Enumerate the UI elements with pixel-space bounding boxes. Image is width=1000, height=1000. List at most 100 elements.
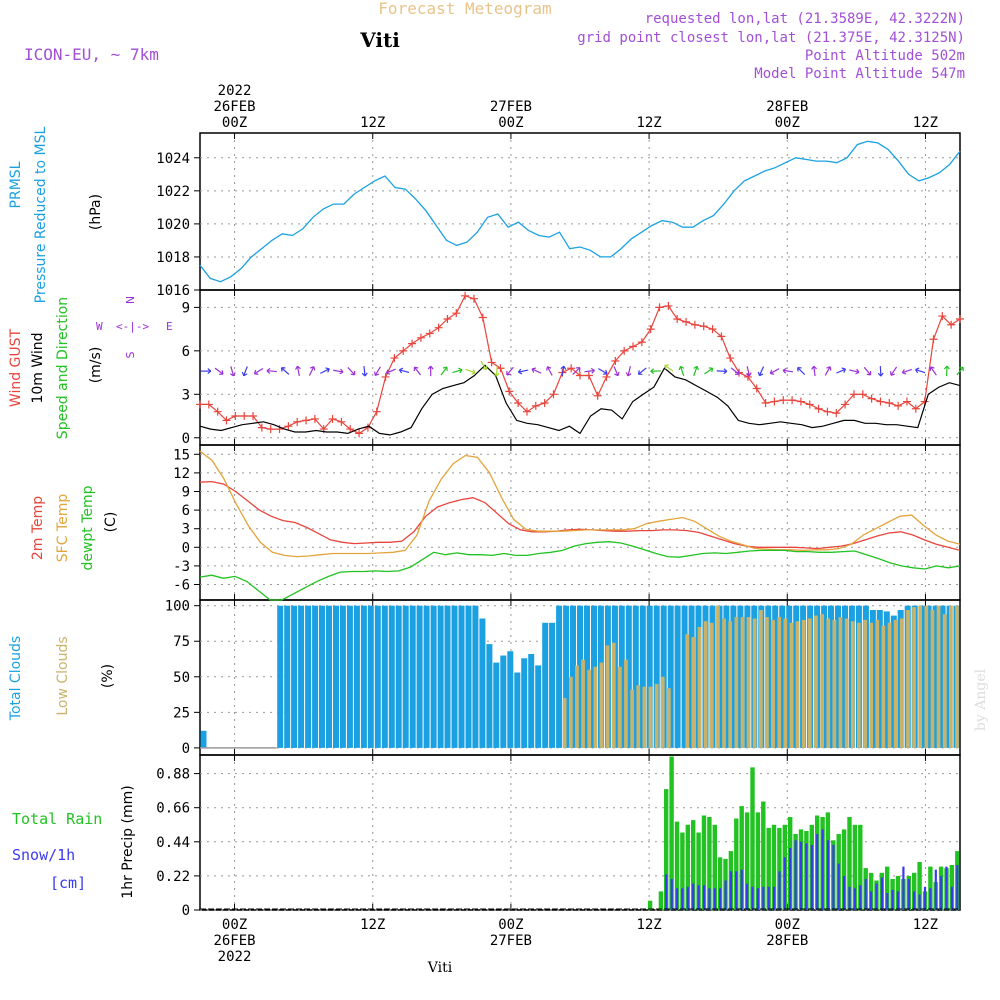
gust-marker <box>832 409 841 418</box>
wind-arrow-shaft <box>281 367 290 375</box>
snow-bar <box>945 866 948 910</box>
low-cloud-bar <box>783 618 788 748</box>
total-cloud-bar <box>821 605 828 748</box>
gust-marker <box>549 390 558 399</box>
snow-bar <box>956 865 959 910</box>
wind-arrow-shaft <box>440 366 448 376</box>
rain-bar <box>734 818 739 910</box>
total-cloud-bar <box>618 605 625 748</box>
requested-coords: requested lon,lat (21.3589E, 42.3222N) <box>645 11 965 27</box>
wind-arrow <box>824 366 832 376</box>
low-cloud-bar <box>611 642 616 748</box>
compass-e: E <box>166 320 173 333</box>
rain-bar <box>744 812 750 910</box>
wind-arrow-head <box>603 369 608 375</box>
gust-marker <box>461 291 470 300</box>
low-cloud-bar <box>703 621 708 748</box>
top-time-label: 12Z <box>360 115 385 131</box>
wind-arrow-shaft <box>716 370 727 372</box>
snow-bar <box>816 834 819 910</box>
rain-bar <box>664 789 669 910</box>
snow-bar <box>713 888 716 910</box>
total-cloud-bar <box>528 654 535 748</box>
y-tick-label: 3 <box>182 387 190 403</box>
wind-arrow-shaft <box>849 369 860 373</box>
y-tick-label: 25 <box>173 705 190 721</box>
low-cloud-bar <box>850 621 855 748</box>
snow-bar <box>692 883 695 910</box>
gust-marker <box>620 346 629 355</box>
total-cloud-bar <box>883 611 890 748</box>
sfc-line <box>199 450 961 558</box>
total-cloud-bar <box>542 622 549 748</box>
gust-marker <box>708 325 717 334</box>
total-cloud-bar <box>312 605 319 748</box>
y-tick-label: 1018 <box>156 250 190 266</box>
label-dewpt-temp: dewpt Temp <box>80 485 96 570</box>
low-cloud-bar <box>716 605 720 748</box>
low-cloud-bar <box>936 605 941 748</box>
wind-arrow-head <box>782 367 787 374</box>
total-cloud-bar <box>786 605 793 748</box>
low-cloud-bar <box>820 614 824 748</box>
total-cloud-bar <box>381 605 388 748</box>
snow-bar <box>940 875 943 910</box>
y-tick-label: -3 <box>173 559 190 575</box>
low-cloud-bar <box>599 662 604 748</box>
wind-arrow-head <box>841 367 847 373</box>
snow-bar <box>762 886 765 911</box>
total-cloud-bar <box>326 605 332 748</box>
gust-marker <box>204 400 213 409</box>
wind-arrow <box>308 366 316 376</box>
snow-bar <box>886 893 889 910</box>
snow-bar <box>821 829 824 910</box>
low-cloud-bar <box>844 618 849 748</box>
low-cloud-bar <box>654 683 659 748</box>
wind-arrow-shaft <box>679 366 685 377</box>
gust-marker <box>752 384 761 393</box>
wind-arrow <box>797 366 806 376</box>
y-tick-label: 1024 <box>156 151 190 167</box>
wind-arrow-shaft <box>693 366 698 377</box>
pressure-line <box>199 140 961 283</box>
wind-arrow <box>943 365 950 377</box>
total-cloud-bar <box>563 605 570 748</box>
wind-arrow <box>230 366 236 377</box>
snow-bar <box>729 871 732 911</box>
rain-bar <box>647 900 653 910</box>
wind-arrow <box>347 367 356 376</box>
gust-marker <box>514 398 523 407</box>
gust-marker <box>788 396 797 405</box>
gust-marker <box>611 356 620 365</box>
wind-arrow-head <box>361 372 368 377</box>
bottom-time-label: 00Z <box>775 917 800 933</box>
bottom-time-label: 28FEB <box>766 933 808 949</box>
y-tick-label: 6 <box>182 344 190 360</box>
total-cloud-bar <box>772 605 779 748</box>
temp2m-line <box>199 480 961 552</box>
label-celsius: (C) <box>103 512 119 533</box>
low-cloud-bar <box>826 618 831 748</box>
total-cloud-bar <box>521 658 528 748</box>
panel-frame <box>199 444 961 601</box>
wind-arrow-shaft <box>495 366 498 377</box>
snow-bar <box>907 879 910 910</box>
wind-arrow-head <box>471 369 476 375</box>
wind-direction-arrows <box>200 360 964 377</box>
wind-arrow-head <box>811 365 818 370</box>
rain-bar <box>885 866 890 910</box>
gust-marker <box>381 372 390 381</box>
wind-arrow-shaft <box>214 367 224 375</box>
low-cloud-bar <box>642 686 647 748</box>
gust-marker <box>302 416 311 425</box>
label-low-clouds: Low Clouds <box>55 636 71 715</box>
snow-bar <box>756 888 759 910</box>
wind-arrow <box>890 366 898 376</box>
wind-arrow-shaft <box>333 369 344 373</box>
low-cloud-bar <box>832 619 837 748</box>
gust-marker <box>947 320 956 329</box>
wind-arrow <box>320 367 330 374</box>
gust-marker <box>249 412 258 421</box>
wind-arrow <box>915 367 926 374</box>
total-cloud-bar <box>681 605 688 748</box>
